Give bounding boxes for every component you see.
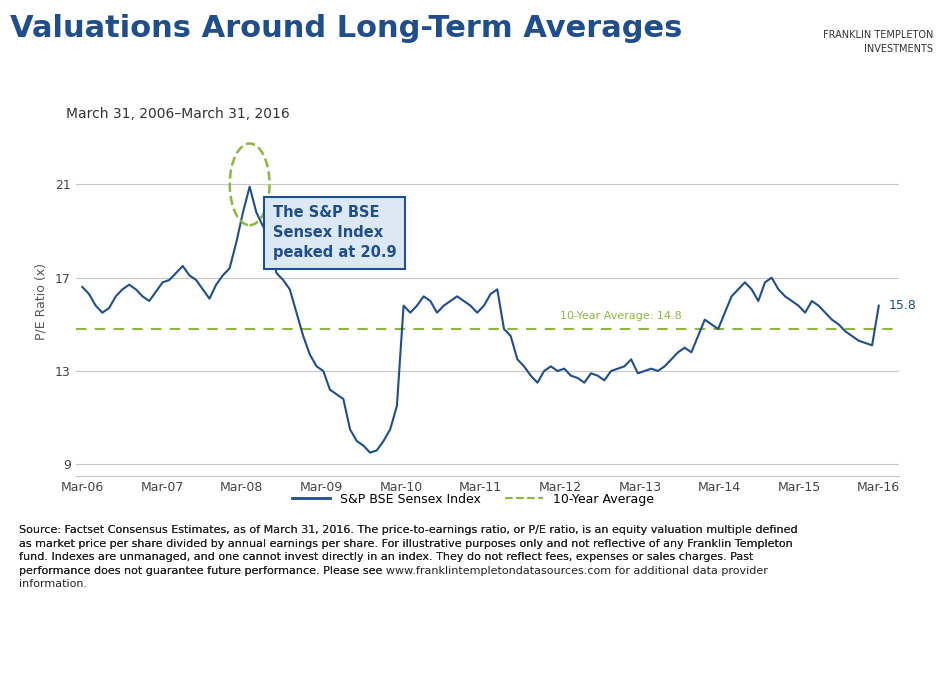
Text: Source: Factset Consensus Estimates, as of March 31, 2016. The price-to-earnings: Source: Factset Consensus Estimates, as … xyxy=(19,525,797,576)
Y-axis label: P/E Ratio (x): P/E Ratio (x) xyxy=(35,262,48,340)
Legend: S&P BSE Sensex Index, 10-Year Average: S&P BSE Sensex Index, 10-Year Average xyxy=(287,488,659,511)
Text: 15.8: 15.8 xyxy=(888,299,917,312)
Text: March 31, 2006–March 31, 2016: March 31, 2006–March 31, 2016 xyxy=(66,106,290,120)
Text: Valuations Around Long-Term Averages: Valuations Around Long-Term Averages xyxy=(10,15,683,43)
Text: FRANKLIN TEMPLETON
INVESTMENTS: FRANKLIN TEMPLETON INVESTMENTS xyxy=(823,30,933,54)
Text: The S&P BSE
Sensex Index
peaked at 20.9: The S&P BSE Sensex Index peaked at 20.9 xyxy=(272,205,396,260)
Text: 10-Year Average: 14.8: 10-Year Average: 14.8 xyxy=(560,311,682,321)
Text: Source: Factset Consensus Estimates, as of March 31, 2016. The price-to-earnings: Source: Factset Consensus Estimates, as … xyxy=(19,525,797,589)
